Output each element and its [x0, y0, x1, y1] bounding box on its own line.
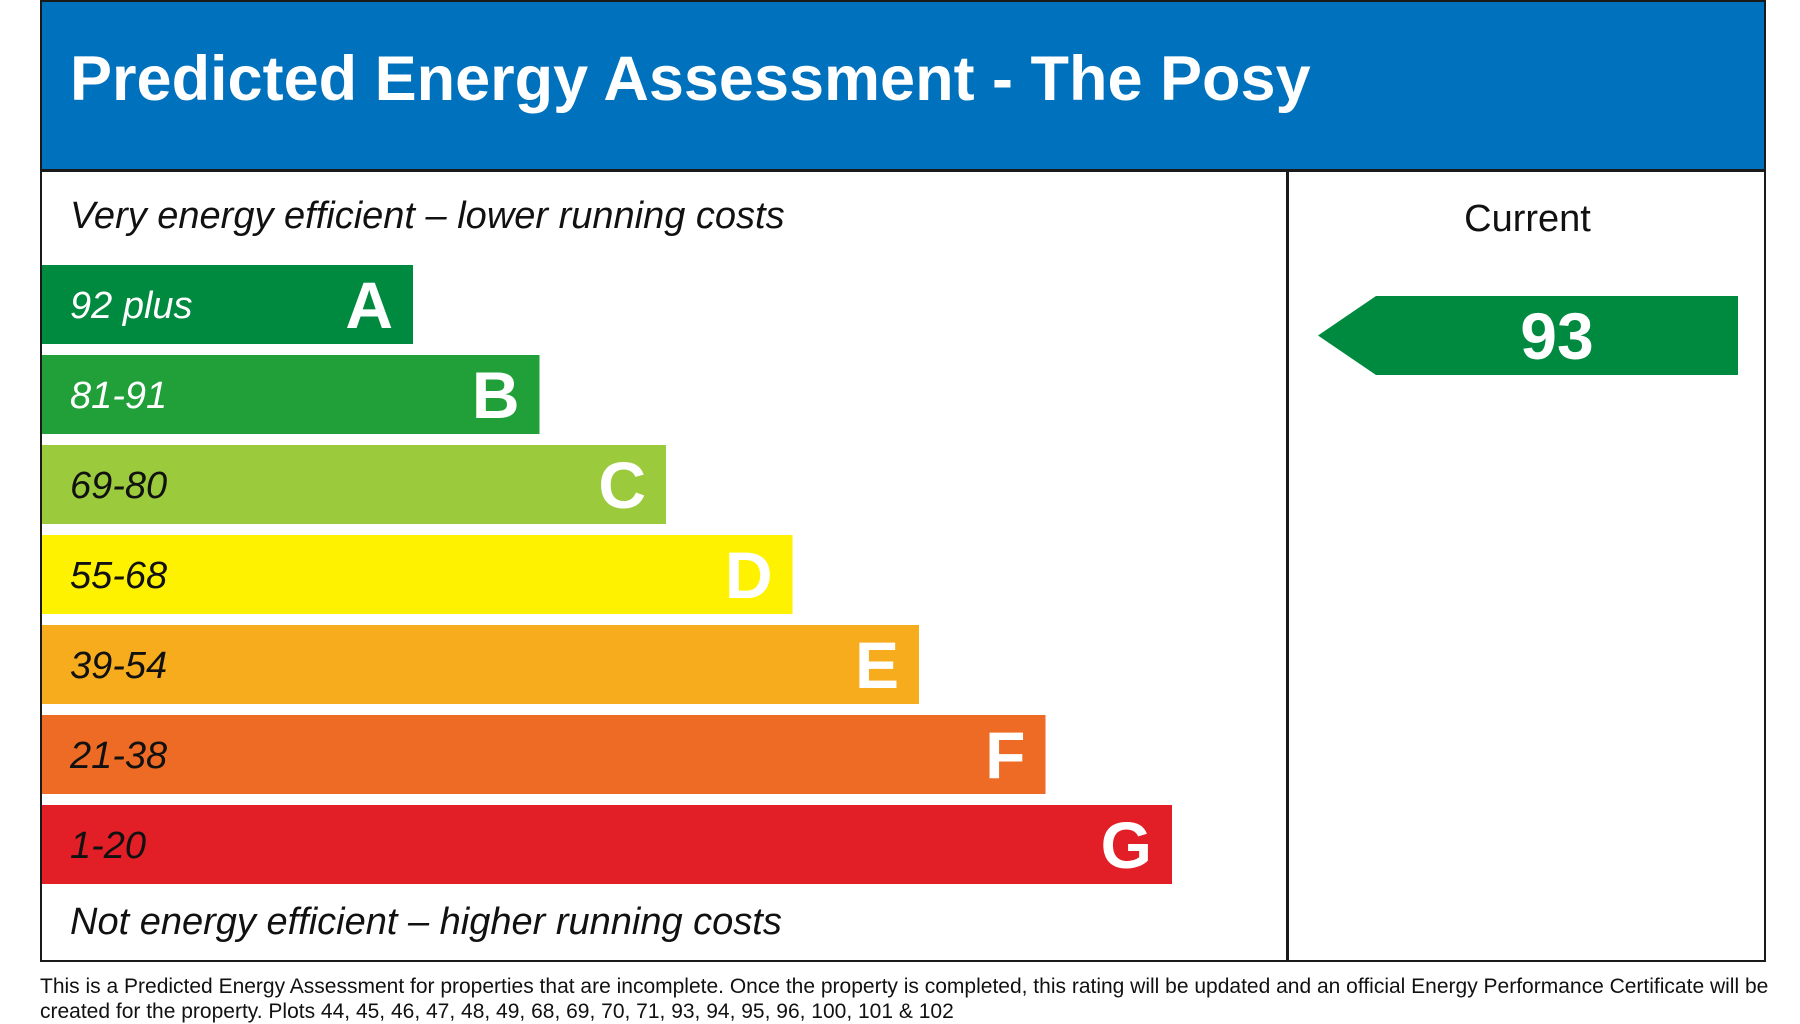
current-column-heading: Current [1464, 198, 1591, 240]
column-divider [1286, 172, 1289, 962]
page-title: Predicted Energy Assessment - The Posy [70, 44, 1311, 114]
bottom-efficiency-note: Not energy efficient – higher running co… [70, 901, 782, 943]
header-banner: Predicted Energy Assessment - The Posy [40, 0, 1766, 172]
footnote: This is a Predicted Energy Assessment fo… [40, 975, 1769, 1023]
top-efficiency-note: Very energy efficient – lower running co… [70, 195, 785, 237]
